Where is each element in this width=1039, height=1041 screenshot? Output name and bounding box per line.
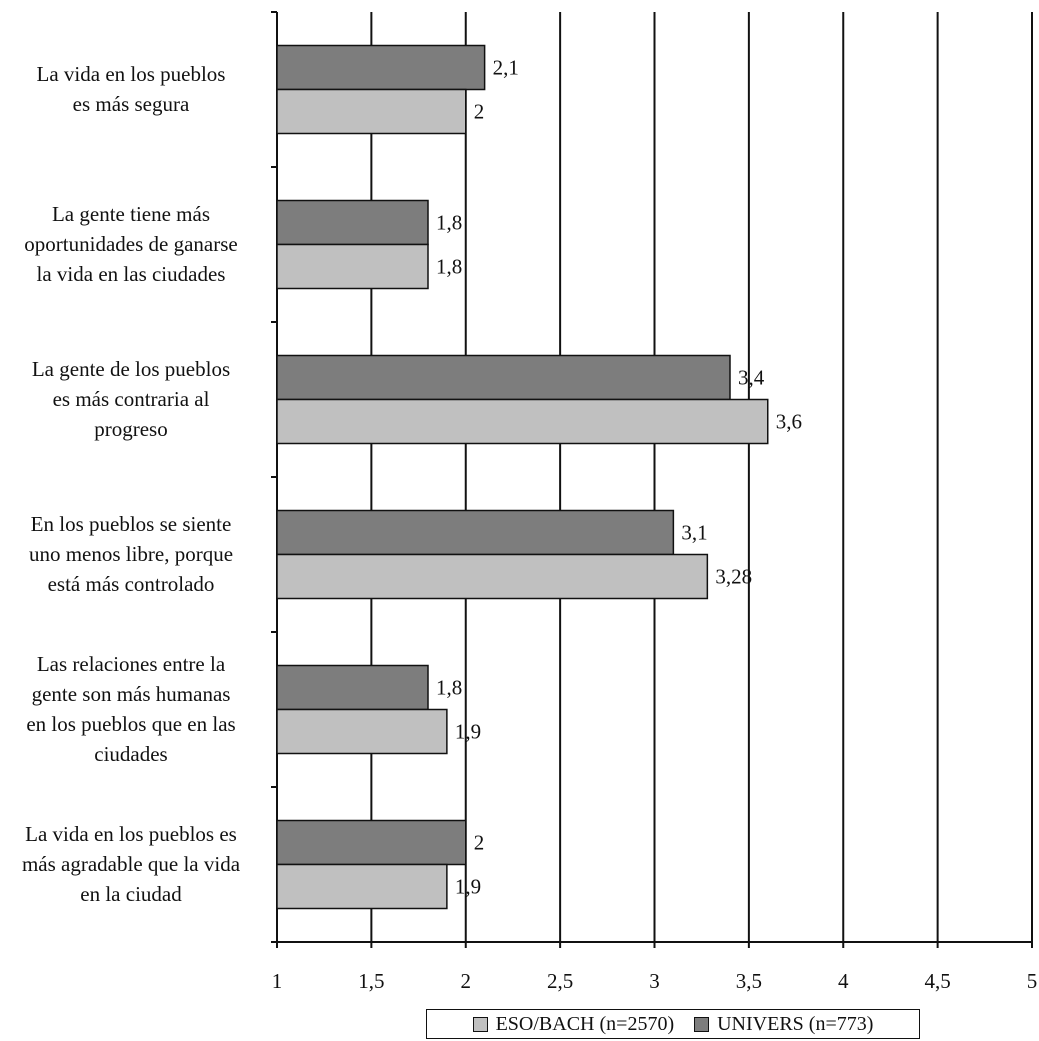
legend-swatch-eso [472,1016,488,1032]
category-label-line: es más segura [72,91,190,116]
bar [276,708,448,755]
category-label-line: La gente tiene más [51,201,210,226]
bar [276,509,675,556]
category-label-line: La gente de los pueblos [31,356,231,381]
data-label: 3,1 [681,521,707,545]
data-label: 2,1 [493,56,519,80]
data-label: 2 [474,100,485,124]
x-tick-label: 2 [461,969,472,993]
legend-swatch-univers [694,1016,710,1032]
data-label: 1,8 [436,676,462,700]
data-label: 1,9 [455,875,481,899]
category-label: La gente tiene más oportunidades de ganar… [0,199,262,289]
category-label-line: gente son más humanas [31,681,231,706]
data-label: 3,28 [715,565,752,589]
bar [276,398,769,445]
category-label-line: oportunidades de ganarse [24,231,238,256]
category-label-line: en la ciudad [80,881,182,906]
category-label: La vida en los pueblos es más segura [0,59,262,119]
x-tick-label: 2,5 [547,969,573,993]
x-tick-label: 3,5 [736,969,762,993]
data-label: 1,8 [436,211,462,235]
chart-plot: 1 1,5 2 2,5 3 3,5 4 4,5 5 2,1 2 1,8 1,8 3,4 3,6 3,1 3,28… [271,11,1038,993]
category-label-line: progreso [94,416,168,441]
legend-label-univers: UNIVERS (n=773) [717,1012,874,1035]
bar [276,243,429,290]
legend: ESO/BACH (n=2570) UNIVERS (n=773) [426,1009,920,1039]
category-label-line: más agradable que la vida [21,851,241,876]
category-label-line: es más contraria al [52,386,210,411]
category-label-line: Las relaciones entre la [36,651,226,676]
category-label: La vida en los pueblos es más agradable q… [0,819,262,909]
category-label-line: en los pueblos que en las [26,711,236,736]
category-label: En los pueblos se siente uno menos libre,… [0,509,262,599]
data-label: 2 [474,831,485,855]
bar [276,553,709,600]
legend-item-eso: ESO/BACH (n=2570) [472,1012,675,1036]
data-label: 3,4 [738,366,765,390]
bar [276,199,429,246]
bar [276,88,467,135]
x-tick-label: 1,5 [358,969,384,993]
bar [276,819,467,866]
x-tick-label: 1 [272,969,283,993]
category-label-line: ciudades [94,741,168,766]
x-tick-label: 4,5 [925,969,951,993]
data-label: 3,6 [776,410,802,434]
category-label-line: La vida en los pueblos [36,61,226,86]
category-label-line: uno menos libre, porque [28,541,234,566]
category-label: Las relaciones entre la gente son más hum… [0,649,262,769]
category-label-line: está más controlado [47,571,215,596]
bar [276,44,486,91]
category-label-line: En los pueblos se siente [30,511,232,536]
bar [276,664,429,711]
category-label-line: La vida en los pueblos es [25,821,237,846]
legend-item-univers: UNIVERS (n=773) [694,1013,873,1036]
data-label: 1,8 [436,255,462,279]
x-tick-label: 4 [838,969,849,993]
bar [276,863,448,910]
legend-label-eso: ESO/BACH (n=2570) [495,1012,675,1035]
bar [276,354,731,401]
x-tick-label: 3 [649,969,660,993]
category-label-line: la vida en las ciudades [36,261,226,286]
x-tick-label: 5 [1027,969,1038,993]
category-label: La gente de los pueblos es más contraria … [0,354,262,444]
data-label: 1,9 [455,720,481,744]
